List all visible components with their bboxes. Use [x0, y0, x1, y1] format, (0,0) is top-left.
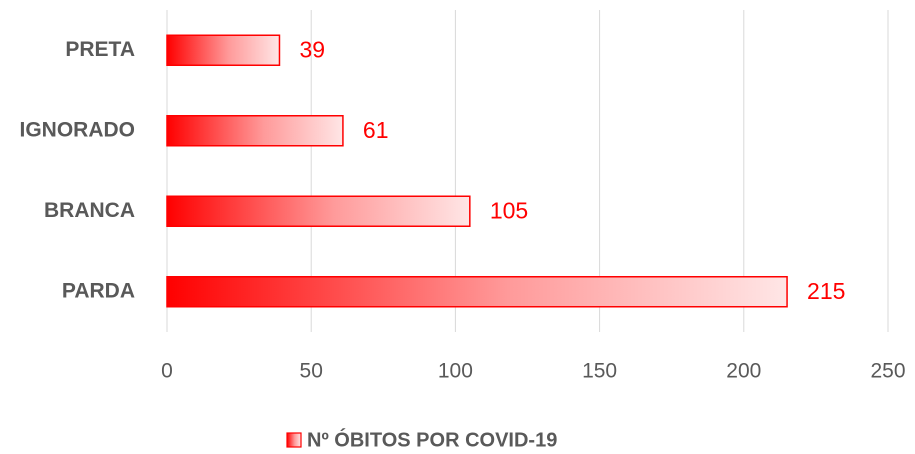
legend-label: Nº ÓBITOS POR COVID-19 — [307, 427, 557, 451]
x-tick-label: 50 — [300, 360, 323, 383]
bar — [166, 276, 788, 308]
x-tick-label: 250 — [870, 360, 905, 383]
data-label: 61 — [363, 117, 389, 143]
y-tick-label: PRETA — [65, 38, 135, 61]
bar — [166, 34, 281, 66]
y-tick-label: BRANCA — [44, 199, 135, 222]
bar — [166, 195, 471, 227]
bar — [166, 115, 344, 147]
y-tick-label: IGNORADO — [20, 118, 136, 141]
y-tick-label: PARDA — [62, 279, 135, 302]
legend-swatch — [286, 432, 302, 448]
data-label: 105 — [490, 197, 528, 223]
x-tick-label: 150 — [582, 360, 617, 383]
data-label: 215 — [807, 278, 845, 304]
x-tick-label: 200 — [726, 360, 761, 383]
x-tick-label: 100 — [438, 360, 473, 383]
x-tick-label: 0 — [161, 360, 173, 383]
data-label: 39 — [299, 36, 325, 62]
